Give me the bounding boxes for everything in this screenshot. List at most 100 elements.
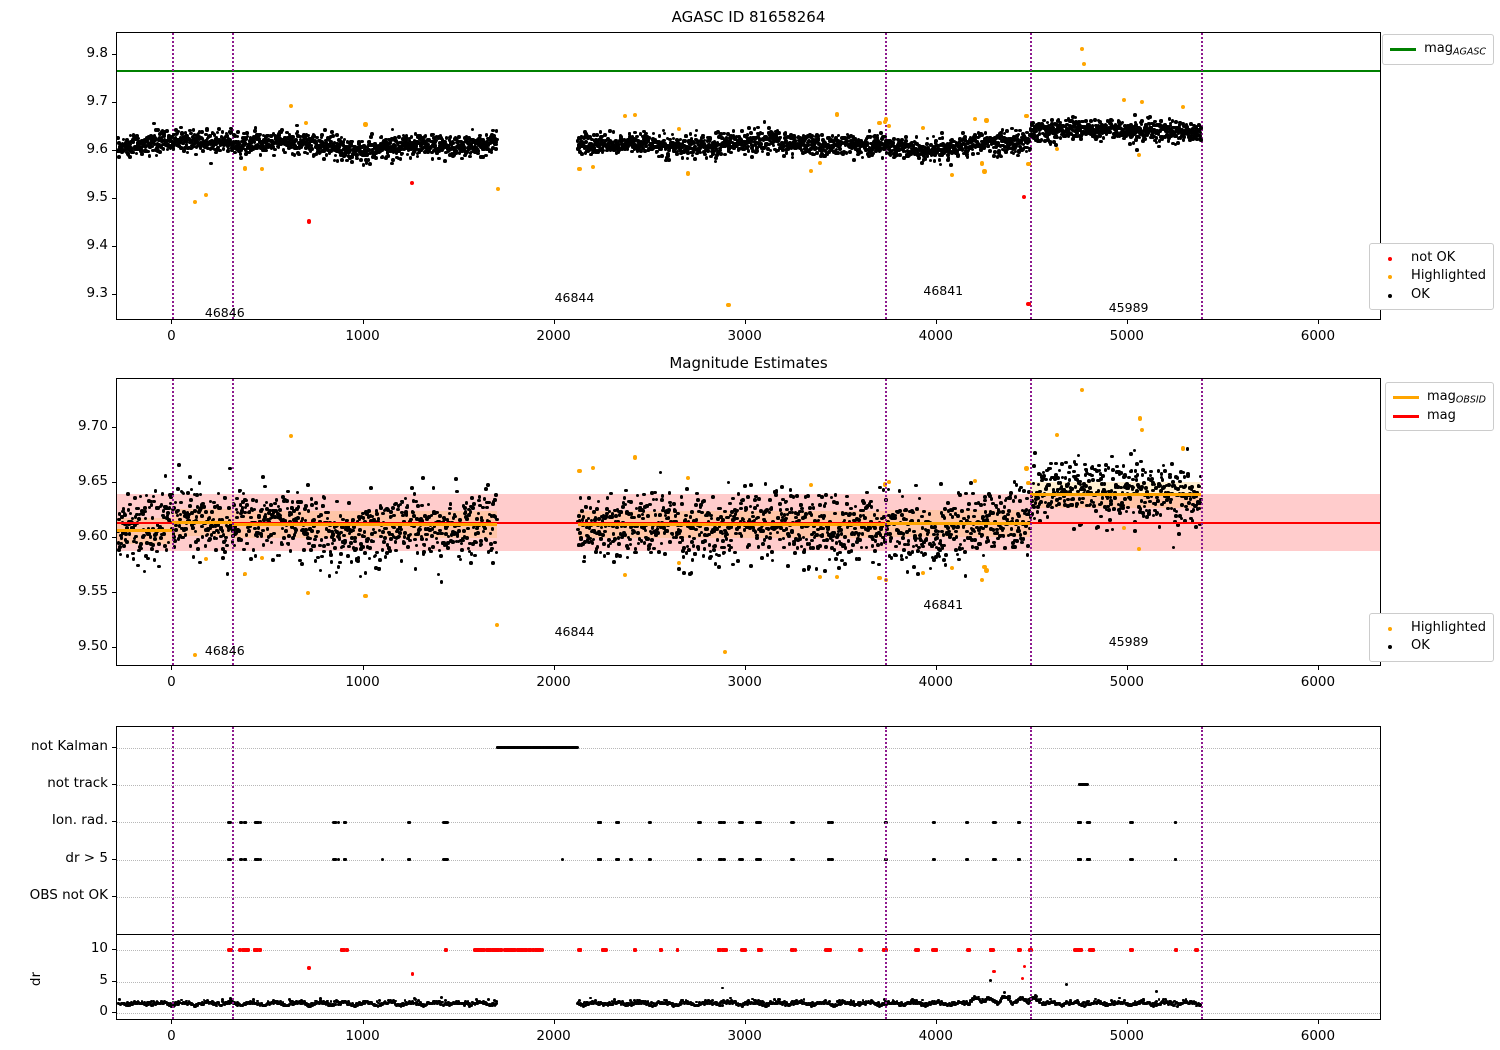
data-point-ok (429, 145, 434, 150)
data-point-ok (766, 152, 770, 156)
data-point-ok (184, 143, 189, 147)
data-point-ok (466, 526, 470, 531)
data-point-ok (127, 144, 131, 148)
data-point-ok (418, 134, 422, 139)
data-point-ok (418, 527, 422, 532)
data-point-ok (204, 132, 208, 137)
data-point-highlighted (921, 125, 926, 131)
data-point-ok (135, 134, 139, 138)
data-point-ok (419, 148, 424, 152)
data-point-ok (398, 531, 402, 535)
data-point-ok (367, 509, 372, 513)
data-point-ok (339, 149, 343, 153)
data-point-ok (740, 129, 744, 133)
data-point-ok (626, 546, 630, 551)
data-point-ok (390, 158, 395, 162)
data-point-ok (787, 542, 792, 546)
data-point-ok (313, 559, 318, 563)
data-point-ok (241, 135, 245, 140)
data-point-ok (660, 498, 664, 502)
data-point-ok (376, 517, 381, 521)
data-point-ok (770, 550, 774, 554)
data-point-ok (145, 137, 150, 141)
data-point-ok (245, 541, 250, 546)
data-point-ok (494, 550, 499, 555)
data-point-ok (723, 509, 727, 514)
data-point-ok (184, 140, 189, 145)
data-point-ok (210, 146, 214, 150)
data-point-ok (224, 543, 229, 548)
data-point-ok (265, 538, 270, 543)
data-point-ok (305, 151, 310, 156)
data-point-ok (713, 159, 718, 164)
data-point-ok (270, 138, 274, 143)
data-point-ok (153, 138, 157, 143)
panel-magnitudes: 46846 46844 46841 45989 (116, 32, 1381, 320)
data-point-ok (746, 495, 750, 499)
data-point-highlighted (1079, 46, 1085, 51)
data-point-ok (155, 146, 159, 150)
data-point-ok (160, 128, 165, 133)
data-point-ok (725, 532, 729, 537)
data-point-ok (672, 502, 676, 506)
data-point-ok (363, 571, 368, 575)
data-point-ok (438, 135, 443, 140)
data-point-ok (598, 550, 603, 555)
data-point-ok (1028, 146, 1032, 151)
data-point-ok (152, 121, 156, 126)
data-point-ok (381, 511, 385, 516)
data-point-ok (283, 529, 288, 533)
data-point-ok (473, 553, 477, 558)
data-point-ok (178, 125, 183, 130)
data-point-ok (409, 135, 414, 139)
data-point-ok (430, 150, 434, 155)
data-point-ok (768, 531, 773, 536)
data-point-ok (358, 574, 363, 579)
data-point-highlighted (1181, 104, 1186, 110)
data-point-ok (404, 134, 409, 138)
data-point-ok (336, 147, 341, 151)
data-point-ok (222, 550, 227, 554)
data-point-ok (165, 511, 170, 515)
data-point-ok (395, 140, 400, 145)
data-point-ok (149, 137, 153, 141)
data-point-ok (325, 516, 330, 521)
data-point-ok (391, 150, 396, 154)
y-tick-label: 9.3 (86, 284, 108, 301)
data-point-ok (310, 138, 315, 143)
data-point-ok (680, 502, 685, 506)
legend-point-classes-top: not OK Highlighted OK (1369, 243, 1494, 311)
data-point-ok (131, 557, 136, 561)
data-point-ok (272, 141, 277, 146)
data-point-ok (188, 504, 192, 508)
data-point-ok (368, 546, 372, 550)
data-point-ok (275, 141, 280, 146)
data-point-ok (373, 141, 377, 146)
data-point-ok (324, 535, 329, 540)
data-point-ok (374, 156, 378, 160)
data-point-ok (453, 514, 458, 519)
data-point-ok (204, 509, 208, 514)
data-point-ok (200, 524, 204, 529)
data-point-ok (389, 138, 393, 143)
data-point-ok (722, 131, 726, 136)
data-point-ok (495, 137, 499, 142)
data-point-ok (252, 507, 257, 512)
data-point-ok (340, 158, 344, 162)
data-point-ok (932, 159, 937, 163)
data-point-ok (765, 553, 770, 557)
data-point-ok (221, 556, 225, 560)
data-point-ok (137, 517, 142, 521)
data-point-ok (349, 142, 354, 146)
data-point-ok (467, 154, 472, 159)
data-point-ok (749, 131, 753, 136)
data-point-ok (330, 148, 334, 152)
data-point-ok (403, 146, 408, 150)
data-point-ok (264, 500, 269, 505)
data-point-ok (778, 508, 783, 512)
data-point-ok (244, 498, 248, 503)
data-point-ok (403, 136, 407, 141)
data-point-ok (965, 155, 970, 159)
data-point-ok (179, 500, 183, 505)
data-point-ok (278, 513, 283, 518)
